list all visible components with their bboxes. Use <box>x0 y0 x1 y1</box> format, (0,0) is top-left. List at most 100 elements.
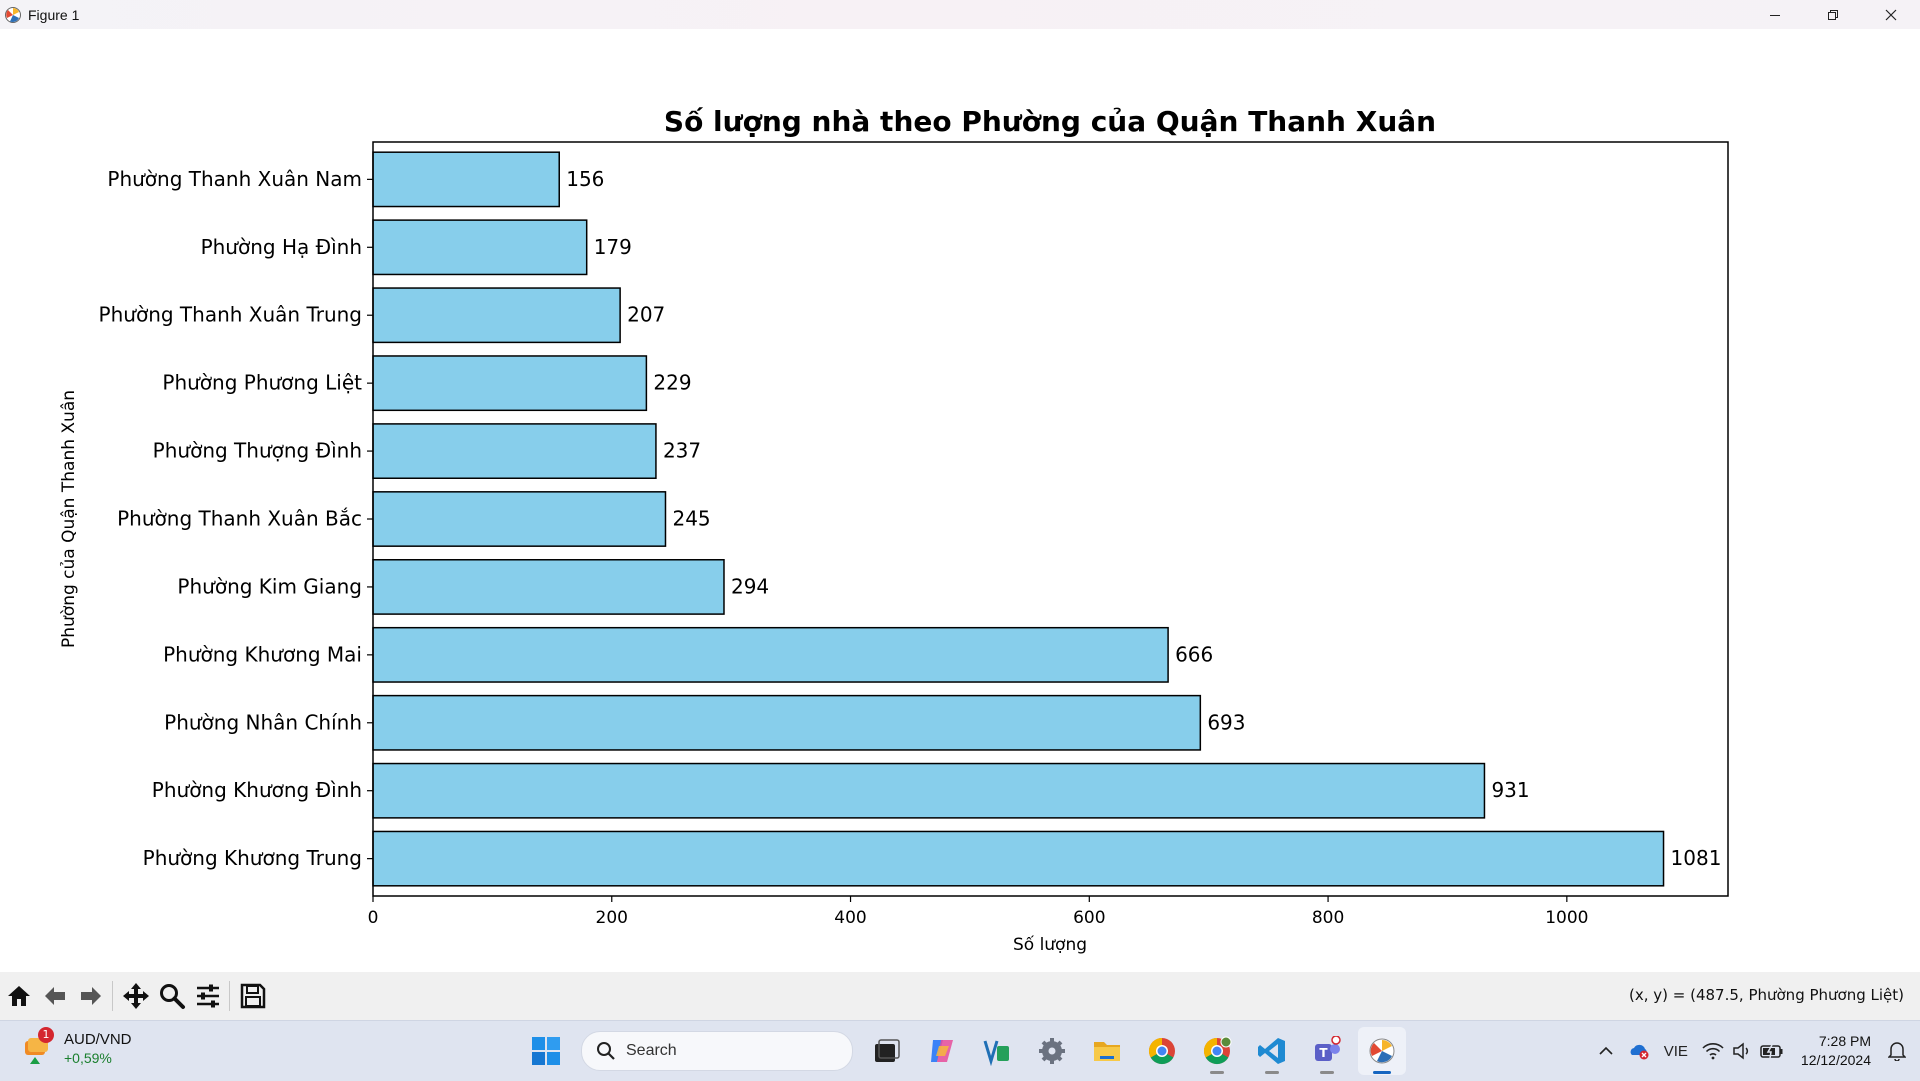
teams-button[interactable]: T <box>1303 1027 1351 1075</box>
toolbar-separator <box>112 981 113 1011</box>
chrome-profile-icon <box>1203 1036 1232 1065</box>
chrome-button[interactable] <box>1138 1027 1186 1075</box>
task-view-icon <box>875 1039 900 1062</box>
bar <box>372 559 725 615</box>
battery-icon <box>1760 1044 1783 1059</box>
x-tick-labels: 0 200 400 600 800 1000 <box>368 896 1588 928</box>
y-tick-label: Phường Khương Mai <box>163 642 362 666</box>
weather-stock-widget[interactable]: 1 AUD/VND +0,59% <box>20 1027 132 1069</box>
forward-arrow-icon <box>81 987 101 1005</box>
notifications-button[interactable] <box>1888 1041 1906 1061</box>
widget-ticker: AUD/VND <box>64 1031 132 1048</box>
teams-icon: T <box>1315 1036 1341 1061</box>
matplotlib-button[interactable] <box>1358 1027 1406 1075</box>
running-indicator <box>1265 1071 1279 1074</box>
configure-subplots-button[interactable] <box>191 979 225 1013</box>
chart-title: Số lượng nhà theo Phường của Quận Thanh … <box>664 105 1436 138</box>
forward-button[interactable] <box>74 979 108 1013</box>
bar-value-label: 207 <box>627 303 665 327</box>
search-placeholder: Search <box>626 1042 677 1059</box>
language-indicator[interactable]: VIE <box>1663 1042 1688 1060</box>
x-tick-label: 200 <box>596 908 628 928</box>
bar <box>372 287 621 344</box>
minimize-button[interactable] <box>1746 0 1804 29</box>
restore-icon <box>1828 9 1838 20</box>
widget-text: AUD/VND +0,59% <box>64 1030 132 1068</box>
bar-value-label: 237 <box>663 439 701 463</box>
bar-value-label: 294 <box>731 574 769 598</box>
x-tick-label: 600 <box>1073 908 1105 928</box>
x-tick-label: 0 <box>368 908 379 928</box>
start-button[interactable] <box>522 1027 570 1075</box>
bar-value-label: 156 <box>566 167 604 191</box>
chevron-up-icon <box>1599 1046 1613 1055</box>
cursor-coordinates: (x, y) = (487.5, Phường Phương Liệt) <box>1629 986 1904 1004</box>
restore-button[interactable] <box>1804 0 1862 29</box>
stock-widget-icon <box>25 1038 48 1064</box>
x-tick-label: 400 <box>834 908 866 928</box>
tray-overflow-button[interactable] <box>1598 1043 1614 1059</box>
settings-button[interactable] <box>1028 1027 1076 1075</box>
widget-icon-wrap: 1 <box>20 1027 56 1069</box>
start-icon <box>532 1037 560 1065</box>
bar-value-label: 666 <box>1175 642 1213 666</box>
save-button[interactable] <box>236 979 270 1013</box>
y-tick-label: Phường Hạ Đình <box>201 235 362 259</box>
task-view-button[interactable] <box>863 1027 911 1075</box>
settings-icon <box>1039 1038 1065 1064</box>
bar-value-label: 229 <box>653 371 691 395</box>
clock-date: 12/12/2024 <box>1800 1052 1871 1068</box>
onedrive-error-icon <box>1630 1044 1649 1060</box>
copilot-icon <box>931 1040 953 1062</box>
home-icon <box>8 986 30 1006</box>
file-explorer-icon <box>1094 1042 1120 1061</box>
figure-canvas[interactable]: Số lượng nhà theo Phường của Quận Thanh … <box>0 29 1920 972</box>
bars-group: 1081 931 693 666 294 245 237 229 207 179 156 <box>372 151 1721 887</box>
system-tray: VIE 7:28 PM 12/12/2024 <box>1591 1021 1920 1081</box>
y-tick-label: Phường Kim Giang <box>177 574 362 598</box>
configure-subplots-icon <box>197 984 219 1008</box>
copilot-button[interactable] <box>918 1027 966 1075</box>
pan-button[interactable] <box>119 979 153 1013</box>
taskbar-center: Search <box>522 1027 1413 1075</box>
widget-change: +0,59% <box>64 1050 112 1066</box>
chrome-profile-button[interactable] <box>1193 1027 1241 1075</box>
active-indicator <box>1373 1071 1391 1074</box>
vs-app-button[interactable] <box>973 1027 1021 1075</box>
onedrive-tray[interactable] <box>1628 1042 1650 1060</box>
taskbar-search[interactable]: Search <box>581 1031 853 1071</box>
y-tick-label: Phường Thượng Đình <box>153 439 362 463</box>
save-icon <box>240 983 266 1009</box>
y-tick-labels: Phường Khương Trung Phường Khương Đình Phư… <box>99 167 373 870</box>
notification-badge: 1 <box>38 1027 54 1043</box>
file-explorer-button[interactable] <box>1083 1027 1131 1075</box>
y-tick-label: Phường Thanh Xuân Trung <box>99 303 362 327</box>
close-button[interactable] <box>1862 0 1920 29</box>
matplotlib-app-icon <box>5 6 21 23</box>
matplotlib-icon <box>1369 1038 1395 1064</box>
bar-value-label: 693 <box>1207 710 1245 734</box>
bar <box>372 830 1665 887</box>
zoom-icon <box>160 984 185 1009</box>
bar <box>372 355 648 412</box>
window-controls <box>1746 0 1920 29</box>
y-tick-label: Phường Khương Trung <box>143 846 362 870</box>
y-tick-label: Phường Thanh Xuân Nam <box>107 167 362 191</box>
bar <box>372 626 1169 683</box>
toolbar-separator <box>229 981 230 1011</box>
back-button[interactable] <box>38 979 72 1013</box>
network-volume-battery[interactable] <box>1702 1042 1784 1060</box>
clock-time: 7:28 PM <box>1818 1033 1871 1049</box>
bar-value-label: 245 <box>672 507 710 531</box>
bar-value-label: 179 <box>594 235 632 259</box>
y-tick-label: Phường Nhân Chính <box>164 710 362 734</box>
wifi-icon <box>1702 1043 1724 1060</box>
vscode-button[interactable] <box>1248 1027 1296 1075</box>
home-button[interactable] <box>2 979 36 1013</box>
bell-icon <box>1888 1042 1906 1061</box>
zoom-button[interactable] <box>155 979 189 1013</box>
x-tick-label: 800 <box>1312 908 1344 928</box>
x-axis-label: Số lượng <box>1013 934 1087 955</box>
taskbar: 1 AUD/VND +0,59% Search <box>0 1020 1920 1081</box>
clock[interactable]: 7:28 PM 12/12/2024 <box>1801 1032 1871 1070</box>
